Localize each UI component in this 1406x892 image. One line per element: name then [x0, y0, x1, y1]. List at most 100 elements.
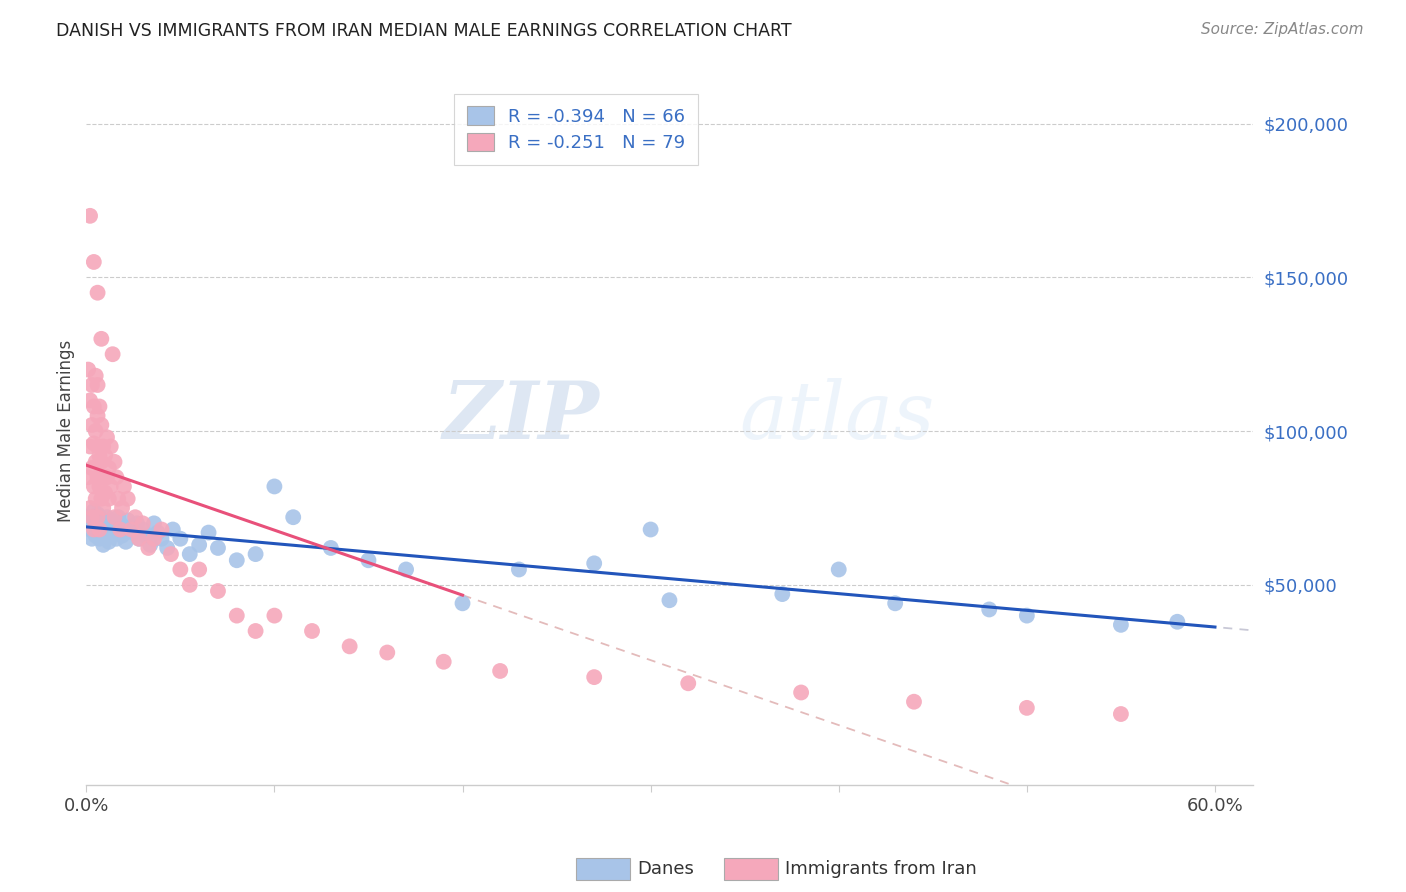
Point	[96, 430, 118, 444]
Point	[143, 516, 166, 531]
Point	[146, 525, 169, 540]
Text: Danes: Danes	[637, 860, 693, 878]
Point	[91, 519, 114, 533]
Point	[245, 624, 267, 638]
Point	[583, 557, 606, 571]
Point	[117, 513, 139, 527]
Point	[433, 655, 456, 669]
Point	[225, 608, 247, 623]
Point	[77, 362, 100, 376]
Point	[90, 513, 112, 527]
Point	[107, 510, 129, 524]
Point	[132, 523, 155, 537]
Point	[1015, 608, 1038, 623]
Point	[91, 538, 114, 552]
Point	[188, 562, 211, 576]
Point	[207, 584, 229, 599]
Point	[79, 209, 101, 223]
Point	[84, 368, 107, 383]
Point	[117, 491, 139, 506]
Point	[97, 461, 120, 475]
Point	[179, 547, 201, 561]
Point	[91, 470, 114, 484]
Text: atlas: atlas	[740, 378, 935, 456]
Text: Immigrants from Iran: Immigrants from Iran	[785, 860, 976, 878]
Point	[79, 440, 101, 454]
Point	[508, 562, 530, 576]
Y-axis label: Median Male Earnings: Median Male Earnings	[58, 340, 75, 522]
Point	[150, 523, 173, 537]
Point	[245, 547, 267, 561]
Point	[97, 523, 120, 537]
Point	[86, 510, 108, 524]
Point	[105, 470, 128, 484]
Point	[1166, 615, 1188, 629]
Point	[83, 479, 105, 493]
Point	[122, 525, 145, 540]
Point	[143, 532, 166, 546]
Point	[1109, 617, 1132, 632]
Point	[103, 525, 125, 540]
Point	[80, 461, 103, 475]
Point	[79, 500, 101, 515]
Point	[80, 532, 103, 546]
Point	[107, 491, 129, 506]
Point	[114, 534, 136, 549]
Point	[101, 347, 124, 361]
Point	[97, 534, 120, 549]
Point	[108, 516, 131, 531]
Point	[156, 541, 179, 555]
Point	[583, 670, 606, 684]
Point	[94, 529, 117, 543]
Text: DANISH VS IMMIGRANTS FROM IRAN MEDIAN MALE EARNINGS CORRELATION CHART: DANISH VS IMMIGRANTS FROM IRAN MEDIAN MA…	[56, 22, 792, 40]
Point	[86, 409, 108, 423]
Point	[83, 436, 105, 450]
Point	[120, 523, 142, 537]
Point	[884, 596, 907, 610]
Point	[188, 538, 211, 552]
Point	[658, 593, 681, 607]
Point	[86, 285, 108, 300]
Point	[283, 510, 305, 524]
Point	[96, 470, 118, 484]
Text: Source: ZipAtlas.com: Source: ZipAtlas.com	[1201, 22, 1364, 37]
Point	[89, 449, 111, 463]
Text: ZIP: ZIP	[443, 378, 599, 456]
Point	[103, 455, 125, 469]
Point	[1109, 706, 1132, 721]
Point	[90, 491, 112, 506]
Point	[77, 510, 100, 524]
Point	[90, 455, 112, 469]
Point	[489, 664, 512, 678]
Point	[86, 378, 108, 392]
Point	[120, 519, 142, 533]
Point	[89, 479, 111, 493]
Point	[84, 529, 107, 543]
Point	[357, 553, 380, 567]
Point	[100, 440, 122, 454]
Point	[111, 529, 134, 543]
Point	[138, 541, 160, 555]
Point	[80, 378, 103, 392]
Point	[108, 523, 131, 537]
Point	[84, 424, 107, 438]
Point	[83, 255, 105, 269]
Point	[94, 485, 117, 500]
Point	[90, 417, 112, 432]
Point	[83, 504, 105, 518]
Point	[139, 538, 162, 552]
Point	[111, 500, 134, 515]
Point	[90, 332, 112, 346]
Point	[105, 532, 128, 546]
Point	[89, 510, 111, 524]
Point	[101, 519, 124, 533]
Point	[91, 500, 114, 515]
Point	[162, 523, 184, 537]
Point	[169, 562, 191, 576]
Point	[150, 532, 173, 546]
Point	[100, 479, 122, 493]
Point	[86, 470, 108, 484]
Point	[103, 510, 125, 524]
Point	[86, 523, 108, 537]
Point	[90, 525, 112, 540]
